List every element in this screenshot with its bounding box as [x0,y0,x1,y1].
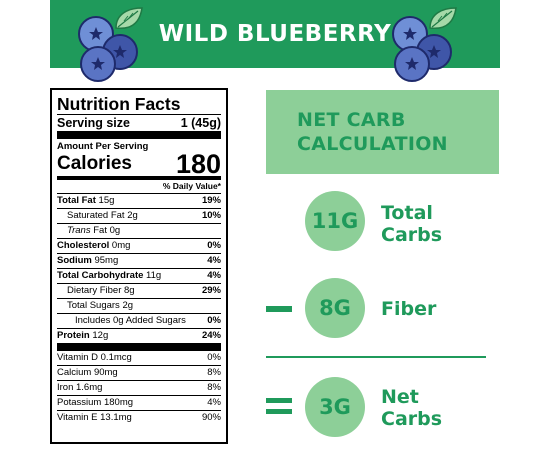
fiber-label: Fiber [381,298,437,320]
vitamin-row-calcium: Calcium 90mg 8% [57,365,221,378]
vitamin-row-potassium: Potassium 180mg 4% [57,395,221,408]
amount-per-serving: Amount Per Serving [57,141,149,152]
nutrient-row-added-sugars: Includes 0g Added Sugars 0% [57,313,221,328]
nutrient-row-total-carbohydrate: Total Carbohydrate 11g 4% [57,268,221,281]
vitamin-row-vitamin-d: Vitamin D 0.1mcg 0% [57,352,221,363]
nutrient-row-saturated-fat: Saturated Fat 2g 10% [57,208,221,223]
vitamin-row-vitamin-e: Vitamin E 13.1mg 90% [57,410,221,423]
total-carbs-label: Total Carbs [381,202,443,246]
vitamin-row-iron: Iron 1.6mg 8% [57,380,221,393]
divider [57,114,221,115]
nutrient-row-total-sugars: Total Sugars 2g [57,298,221,313]
fiber-circle: 8G [305,278,365,338]
nutrient-row-dietary-fiber: Dietary Fiber 8g 29% [57,283,221,298]
nutrition-facts-panel: Nutrition Facts Serving size 1 (45g) Amo… [50,88,228,444]
daily-value-header: % Daily Value* [162,181,221,191]
net-carbs-circle: 3G [305,377,365,437]
blueberry-cluster-icon [78,7,143,82]
net-carb-title: NET CARB CALCULATION [297,109,448,155]
serving-size-label: Serving size [57,116,130,130]
divider-medium [57,176,221,180]
nutrient-row-total-fat: Total Fat 15g 19% [57,193,221,206]
serving-size-value: 1 (45g) [180,116,221,130]
blueberry-cluster-icon [392,7,457,82]
calories-row: Calories 180 [57,149,221,179]
nutrient-row-protein: Protein 12g 24% [57,328,221,341]
product-title: WILD BLUEBERRY [158,21,392,47]
calories-value: 180 [175,149,221,179]
serving-size-row: Serving size 1 (45g) [57,115,221,131]
nutrient-row-sodium: Sodium 95mg 4% [57,253,221,266]
equals-icon [266,409,292,414]
total-carbs-circle: 11G [305,191,365,251]
calories-label: Calories [57,153,132,174]
net-carb-header-box [266,90,499,174]
nutrition-facts-title: Nutrition Facts [57,94,181,114]
equals-divider-line [266,356,486,358]
equals-icon [266,398,292,403]
nutrient-row-trans-fat: Trans Fat 0g [57,223,221,238]
nutrient-row-cholesterol: Cholesterol 0mg 0% [57,238,221,251]
divider-thick [57,343,221,351]
divider-thick [57,131,221,139]
net-carbs-label: Net Carbs [381,386,443,430]
minus-icon [266,306,292,312]
